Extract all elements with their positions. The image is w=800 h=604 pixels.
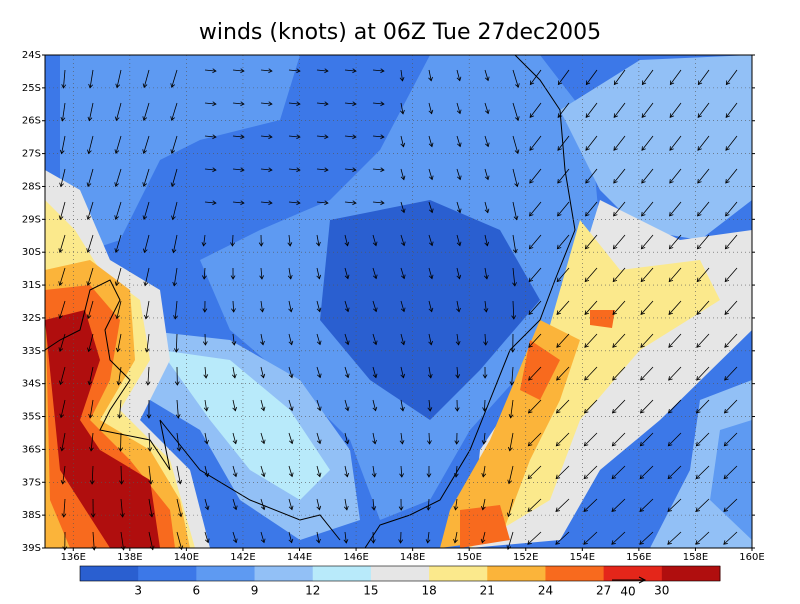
wind-field xyxy=(45,55,752,548)
lat-label: 38S xyxy=(22,510,41,521)
colorbar-swatch xyxy=(255,566,314,581)
colorbar-label: 21 xyxy=(480,584,495,598)
colorbar-swatch xyxy=(487,566,546,581)
lon-label: 158E xyxy=(683,552,708,563)
colorbar-swatch xyxy=(196,566,255,581)
colorbar-swatch xyxy=(545,566,604,581)
lon-label: 152E xyxy=(513,552,538,563)
lat-label: 36S xyxy=(22,444,41,455)
lat-label: 34S xyxy=(22,379,41,390)
colorbar-label: 15 xyxy=(363,584,378,598)
lat-label: 33S xyxy=(22,346,41,357)
lat-label: 24S xyxy=(22,50,41,61)
reference-vector-label: 40 xyxy=(620,585,635,599)
colorbar-label: 9 xyxy=(251,584,259,598)
lat-label: 26S xyxy=(22,116,41,127)
lat-label: 31S xyxy=(22,280,41,291)
colorbar-swatch xyxy=(429,566,488,581)
colorbar-swatch xyxy=(662,566,721,581)
lon-label: 136E xyxy=(61,552,86,563)
lat-label: 32S xyxy=(22,313,41,324)
lat-label: 39S xyxy=(22,543,41,554)
colorbar-swatch xyxy=(80,566,139,581)
lon-label: 138E xyxy=(117,552,142,563)
colorbar-swatch xyxy=(313,566,372,581)
lat-label: 25S xyxy=(22,83,41,94)
lat-label: 28S xyxy=(22,181,41,192)
colorbar-swatch xyxy=(371,566,430,581)
lon-label: 154E xyxy=(570,552,595,563)
lon-label: 140E xyxy=(174,552,199,563)
wind-arrow xyxy=(484,400,485,411)
colorbar-label: 18 xyxy=(421,584,436,598)
colorbar-swatch xyxy=(604,566,663,581)
colorbar-label: 12 xyxy=(305,584,320,598)
lat-label: 35S xyxy=(22,412,41,423)
lat-label: 30S xyxy=(22,247,41,258)
colorbar-swatch xyxy=(138,566,197,581)
lon-label: 142E xyxy=(230,552,255,563)
colorbar-label: 6 xyxy=(193,584,201,598)
lon-label: 148E xyxy=(400,552,425,563)
lat-label: 37S xyxy=(22,477,41,488)
lat-label: 27S xyxy=(22,149,41,160)
map-title: winds (knots) at 06Z Tue 27dec2005 xyxy=(199,20,601,45)
colorbar-label: 3 xyxy=(134,584,142,598)
lon-label: 160E xyxy=(739,552,764,563)
lon-label: 150E xyxy=(456,552,481,563)
colorbar-label: 24 xyxy=(538,584,553,598)
colorbar-label: 30 xyxy=(654,584,669,598)
lon-label: 156E xyxy=(626,552,651,563)
lat-label: 29S xyxy=(22,214,41,225)
lon-label: 146E xyxy=(343,552,368,563)
colorbar-label: 27 xyxy=(596,584,611,598)
lon-label: 144E xyxy=(287,552,312,563)
